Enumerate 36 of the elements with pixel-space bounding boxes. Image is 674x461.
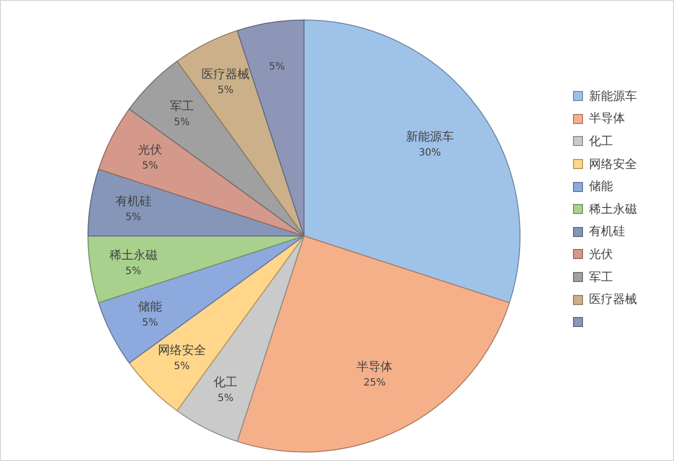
pie-slice [88,168,304,236]
legend-label: 稀土永磁 [589,200,637,218]
slice-label: 医疗器械 [202,67,250,82]
pie-slice [236,236,510,452]
legend-label: 军工 [589,268,613,286]
legend-label: 网络安全 [589,156,637,173]
slice-label: 网络安全 [158,343,206,358]
slice-label: 光伏 [138,142,162,157]
legend-label: 医疗器械 [589,291,637,308]
legend-label: 化工 [589,132,613,150]
data-label: 5% [142,317,158,328]
slice-label: 有机硅 [115,194,152,208]
pie-slice [304,20,520,304]
data-label: 5% [125,212,142,223]
data-label: 5% [269,61,285,72]
slice-label: 半导体 [356,360,393,374]
slice-label: 军工 [170,98,194,113]
data-label: 5% [142,160,158,172]
data-label: 5% [174,116,190,128]
legend-label: 有机硅 [589,223,625,240]
data-label: 25% [363,378,386,389]
data-label: 5% [174,361,190,372]
legend-label: 半导体 [589,110,625,128]
pie-slice [98,236,304,364]
legend-label: 储能 [589,178,613,196]
data-label: 30% [418,148,441,159]
slice-label: 新能源车 [406,130,454,144]
slice-label: 化工 [214,374,238,389]
legend-label: 新能源车 [589,88,637,105]
slice-label: 稀土永磁 [109,248,158,262]
data-label: 5% [125,266,142,278]
legend-label: 光伏 [589,246,613,263]
data-label: 5% [218,85,234,96]
pie-slice [236,20,304,236]
data-label: 5% [218,392,234,404]
slice-label: 储能 [138,299,162,314]
